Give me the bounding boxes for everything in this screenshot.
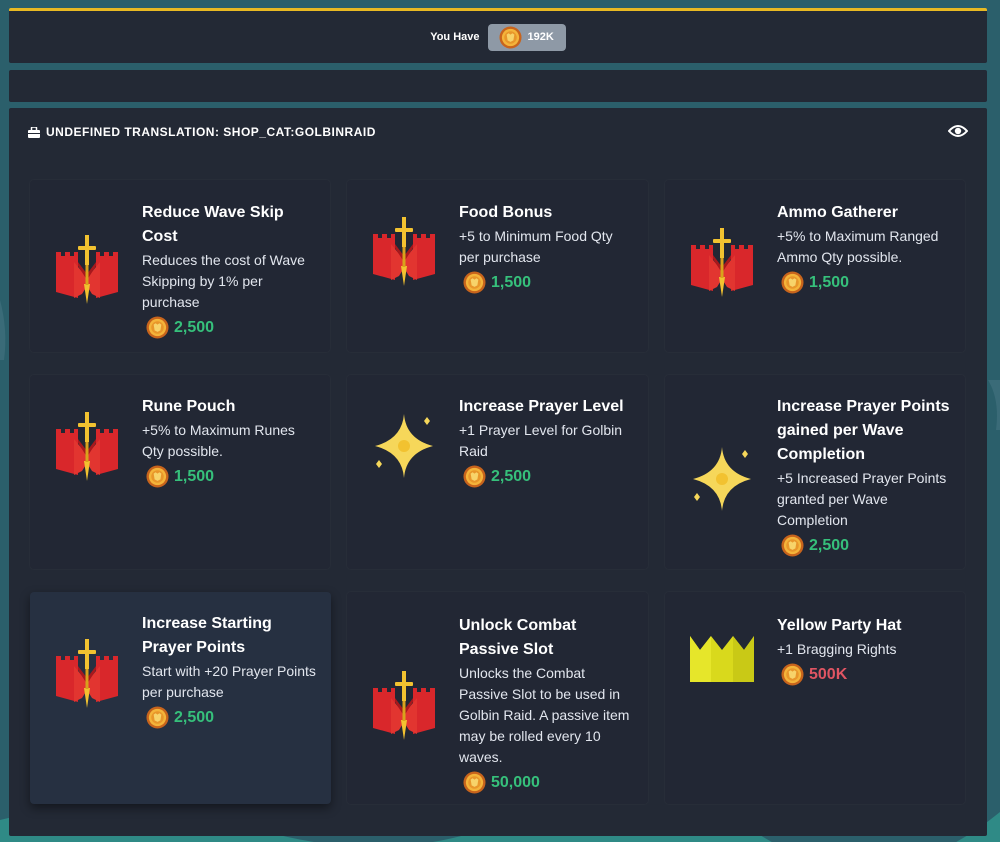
- eye-icon[interactable]: [948, 123, 968, 139]
- shop-bag-icon: [28, 126, 40, 138]
- item-name: Increase Starting Prayer Points: [142, 615, 272, 656]
- shop-item-card[interactable]: Reduce Wave Skip Cost Reduces the cost o…: [30, 180, 330, 352]
- item-price: 1,500: [459, 271, 634, 294]
- shop-category-header: UNDEFINED TRANSLATION: SHOP_CAT:GOLBINRA…: [28, 125, 376, 139]
- shop-item-card[interactable]: Increase Prayer Points gained per Wave C…: [665, 375, 965, 569]
- shop-item-card[interactable]: Food Bonus +5 to Minimum Food Qty per pu…: [347, 180, 648, 352]
- item-price-value: 1,500: [809, 273, 850, 291]
- gp-coin-icon: [781, 271, 804, 294]
- gp-coin-icon: [146, 465, 169, 488]
- golbin-raid-icon: [54, 232, 120, 306]
- gp-coin-icon: [146, 706, 169, 729]
- item-price-value: 2,500: [491, 467, 532, 485]
- gp-coin-icon: [463, 771, 486, 794]
- prayer-star-icon: [371, 409, 437, 483]
- item-price-value: 2,500: [174, 318, 215, 336]
- item-price-value: 50,000: [491, 773, 540, 791]
- currency-amount: 192K: [527, 31, 554, 43]
- item-name: Increase Prayer Points gained per Wave C…: [777, 398, 950, 463]
- item-price: 1,500: [142, 465, 317, 488]
- item-name: Increase Prayer Level: [459, 398, 624, 415]
- gp-coin-icon: [463, 465, 486, 488]
- item-description: +5 Increased Prayer Points granted per W…: [777, 470, 947, 528]
- shop-item-card[interactable]: Yellow Party Hat +1 Bragging Rights 500K: [665, 592, 965, 804]
- prayer-star-icon: [689, 442, 755, 516]
- shop-item-card[interactable]: Unlock Combat Passive Slot Unlocks the C…: [347, 592, 648, 804]
- shop-item-card[interactable]: Rune Pouch +5% to Maximum Runes Qty poss…: [30, 375, 330, 569]
- shop-item-card[interactable]: Ammo Gatherer +5% to Maximum Ranged Ammo…: [665, 180, 965, 352]
- shop-item-card[interactable]: Increase Starting Prayer Points Start wi…: [30, 592, 331, 804]
- golbin-raid-icon: [371, 214, 437, 288]
- currency-label: You Have: [430, 31, 480, 43]
- item-description: +5% to Maximum Ranged Ammo Qty possible.: [777, 228, 939, 265]
- gp-coin-icon: [781, 534, 804, 557]
- golbin-raid-icon: [54, 409, 120, 483]
- item-price: 1,500: [777, 271, 952, 294]
- golbin-raid-icon: [689, 225, 755, 299]
- item-name: Yellow Party Hat: [777, 617, 902, 634]
- item-name: Unlock Combat Passive Slot: [459, 617, 577, 658]
- item-name: Food Bonus: [459, 204, 553, 221]
- gp-coin-icon: [463, 271, 486, 294]
- item-description: +1 Prayer Level for Golbin Raid: [459, 422, 623, 459]
- item-price-value: 2,500: [174, 708, 215, 726]
- item-description: +5% to Maximum Runes Qty possible.: [142, 422, 295, 459]
- golbin-raid-icon: [54, 636, 120, 710]
- item-price: 500K: [777, 663, 952, 686]
- item-price: 50,000: [459, 771, 634, 794]
- currency-bar: You Have 192K: [9, 8, 987, 63]
- gp-coin-icon: [781, 663, 804, 686]
- item-price-value: 500K: [809, 665, 848, 683]
- item-price-value: 1,500: [491, 273, 532, 291]
- yellow-party-hat-icon: [689, 632, 755, 706]
- item-description: Unlocks the Combat Passive Slot to be us…: [459, 665, 630, 765]
- item-name: Ammo Gatherer: [777, 204, 898, 221]
- item-description: Start with +20 Prayer Points per purchas…: [142, 663, 316, 700]
- item-price-value: 1,500: [174, 467, 215, 485]
- item-price: 2,500: [777, 534, 952, 557]
- shop-item-card[interactable]: Increase Prayer Level +1 Prayer Level fo…: [347, 375, 648, 569]
- item-price: 2,500: [459, 465, 634, 488]
- item-name: Rune Pouch: [142, 398, 236, 415]
- item-description: +5 to Minimum Food Qty per purchase: [459, 228, 613, 265]
- item-price: 2,500: [142, 706, 317, 729]
- item-price-value: 2,500: [809, 536, 850, 554]
- shop-subheader-bar: [9, 70, 987, 102]
- gp-coin-icon: [146, 316, 169, 339]
- item-name: Reduce Wave Skip Cost: [142, 204, 284, 245]
- currency-pill: 192K: [487, 23, 566, 51]
- gp-coin-icon: [498, 25, 522, 49]
- item-description: Reduces the cost of Wave Skipping by 1% …: [142, 252, 305, 310]
- shop-panel: UNDEFINED TRANSLATION: SHOP_CAT:GOLBINRA…: [9, 108, 987, 836]
- golbin-raid-icon: [371, 668, 437, 742]
- item-price: 2,500: [142, 316, 317, 339]
- item-description: +1 Bragging Rights: [777, 641, 897, 657]
- shop-category-title: UNDEFINED TRANSLATION: SHOP_CAT:GOLBINRA…: [46, 125, 376, 139]
